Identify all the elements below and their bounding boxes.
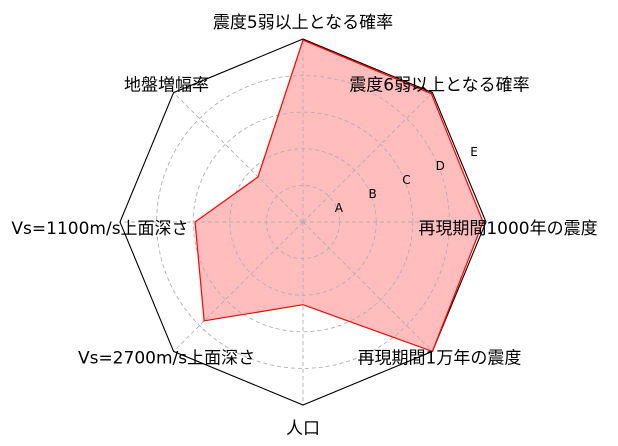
ring-label: B	[369, 187, 377, 201]
axis-label: 震度5弱以上となる確率	[213, 13, 393, 33]
series-area	[195, 40, 484, 352]
chart-frame	[119, 38, 487, 406]
axis-label: Vs=2700m/s上面深さ	[78, 348, 255, 368]
ring-label: A	[335, 201, 344, 215]
ring-label: C	[402, 173, 410, 187]
axis-label: 人口	[286, 419, 320, 439]
grid-spoke	[302, 221, 433, 352]
grid-ring	[156, 75, 450, 369]
ring-label: D	[436, 159, 445, 173]
axis-label: 地盤増幅率	[124, 76, 209, 96]
grid-spoke	[173, 92, 304, 223]
grid-spoke	[173, 221, 304, 352]
ring-label: E	[470, 145, 478, 159]
axis-label: Vs=1100m/s上面深さ	[11, 219, 188, 239]
grid-spoke	[302, 92, 433, 223]
axis-label: 震度6弱以上となる確率	[349, 76, 529, 96]
grid-ring	[192, 111, 414, 333]
axis-label: 再現期間1000年の震度	[418, 219, 597, 239]
series-line	[194, 39, 484, 353]
axis-label: 再現期間1万年の震度	[358, 348, 522, 368]
